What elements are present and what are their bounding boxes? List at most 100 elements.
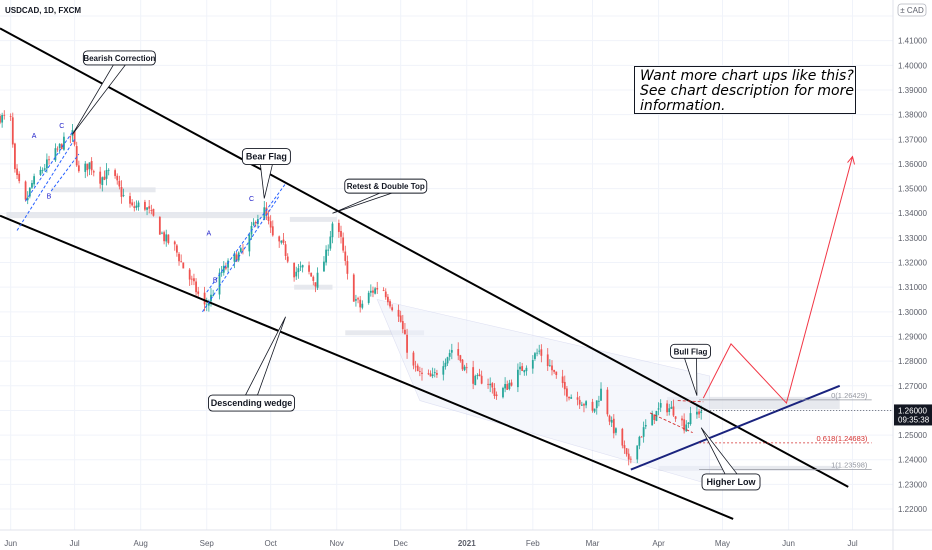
candle-body	[129, 196, 131, 204]
candle	[414, 360, 417, 372]
candle-body	[118, 180, 121, 187]
candle	[657, 402, 660, 416]
candle	[538, 344, 541, 355]
candle	[627, 448, 630, 466]
y-tick-label: 1.38000	[898, 111, 927, 120]
candle-body	[495, 394, 498, 397]
candle	[531, 355, 534, 374]
candle	[73, 130, 76, 147]
candle-body	[457, 349, 460, 356]
candle	[621, 427, 624, 449]
candle	[412, 350, 415, 370]
candle-body	[536, 352, 538, 354]
candle	[474, 374, 477, 386]
bear-flag-callout: Bear Flag	[241, 148, 291, 199]
candle-body	[252, 222, 255, 226]
candle	[446, 356, 449, 366]
candle	[416, 363, 419, 372]
candle	[165, 229, 168, 247]
candle-body	[137, 202, 140, 208]
candle	[295, 266, 298, 280]
candle	[24, 180, 27, 202]
candle	[612, 414, 615, 439]
candle-body	[444, 362, 447, 367]
callout-box	[82, 50, 156, 66]
candle	[227, 258, 229, 273]
y-tick-label: 1.24000	[898, 456, 927, 465]
candle	[286, 253, 289, 264]
candle	[374, 286, 377, 295]
currency-badge-frame	[897, 3, 927, 17]
candle	[534, 351, 536, 361]
promo-box: Want more chart ups like this? See chart…	[634, 66, 856, 114]
candle-body	[404, 329, 406, 335]
candle-body	[331, 223, 334, 238]
candle	[278, 235, 281, 248]
candle	[167, 234, 170, 245]
candle-body	[195, 281, 197, 293]
candle-body	[163, 232, 166, 242]
candle	[84, 161, 87, 179]
candle	[615, 427, 617, 436]
candle-body	[685, 424, 688, 432]
candle-body	[182, 262, 185, 269]
candle	[521, 362, 524, 372]
candle	[252, 218, 255, 226]
labels: 0(1.26429) 0.618(1.24683) 1(1.23598) A B C A B C…	[32, 50, 868, 491]
x-tick-label: Jul	[69, 539, 79, 548]
candle	[610, 416, 613, 428]
candle	[651, 410, 654, 426]
candle-body	[508, 382, 511, 389]
candle	[429, 370, 432, 377]
current-price-countdown: 09:35:38	[898, 415, 930, 424]
candle	[491, 382, 494, 394]
candle	[188, 268, 191, 286]
candle-body	[401, 321, 404, 330]
candle	[271, 220, 274, 237]
candle-body	[282, 239, 285, 243]
candle-body	[489, 383, 492, 386]
candle	[180, 254, 183, 263]
x-tick-label: Jun	[782, 539, 795, 548]
y-tick-label: 1.34000	[898, 209, 927, 218]
candle	[60, 143, 63, 150]
candle	[399, 310, 402, 323]
candle-body	[668, 408, 671, 413]
projection-path	[702, 156, 853, 405]
candle-body	[316, 272, 319, 288]
candle-body	[361, 303, 364, 308]
candle	[14, 142, 16, 173]
x-tick-label: Aug	[134, 539, 148, 548]
currency-badge[interactable]: ± CAD	[897, 3, 927, 17]
candle	[92, 169, 95, 177]
callout-label: Higher Low	[707, 477, 757, 487]
candle-body	[372, 290, 374, 293]
candle	[653, 414, 656, 424]
candle	[623, 440, 626, 454]
bull-flag-callout: Bull Flag	[670, 343, 711, 396]
candle-body	[165, 234, 168, 242]
candle-body	[397, 309, 400, 317]
candle-body	[295, 271, 298, 277]
candle	[523, 369, 526, 376]
candle-body	[152, 208, 155, 216]
candle	[346, 255, 349, 280]
callout-label: Bear Flag	[246, 152, 287, 162]
candle-body	[329, 236, 332, 249]
candle-body	[284, 244, 287, 257]
candle	[516, 363, 519, 393]
candle-body	[625, 448, 628, 455]
candle-body	[357, 298, 359, 300]
sr-zone	[658, 465, 840, 471]
higher-low-callout: Higher Low	[700, 427, 761, 491]
candle	[448, 349, 451, 361]
candle	[75, 141, 78, 167]
candle	[563, 375, 566, 396]
candle	[116, 173, 119, 185]
candle-body	[73, 130, 76, 145]
candle-body	[487, 383, 489, 385]
candle	[397, 304, 400, 322]
candle	[493, 383, 496, 399]
candle-body	[595, 400, 598, 409]
